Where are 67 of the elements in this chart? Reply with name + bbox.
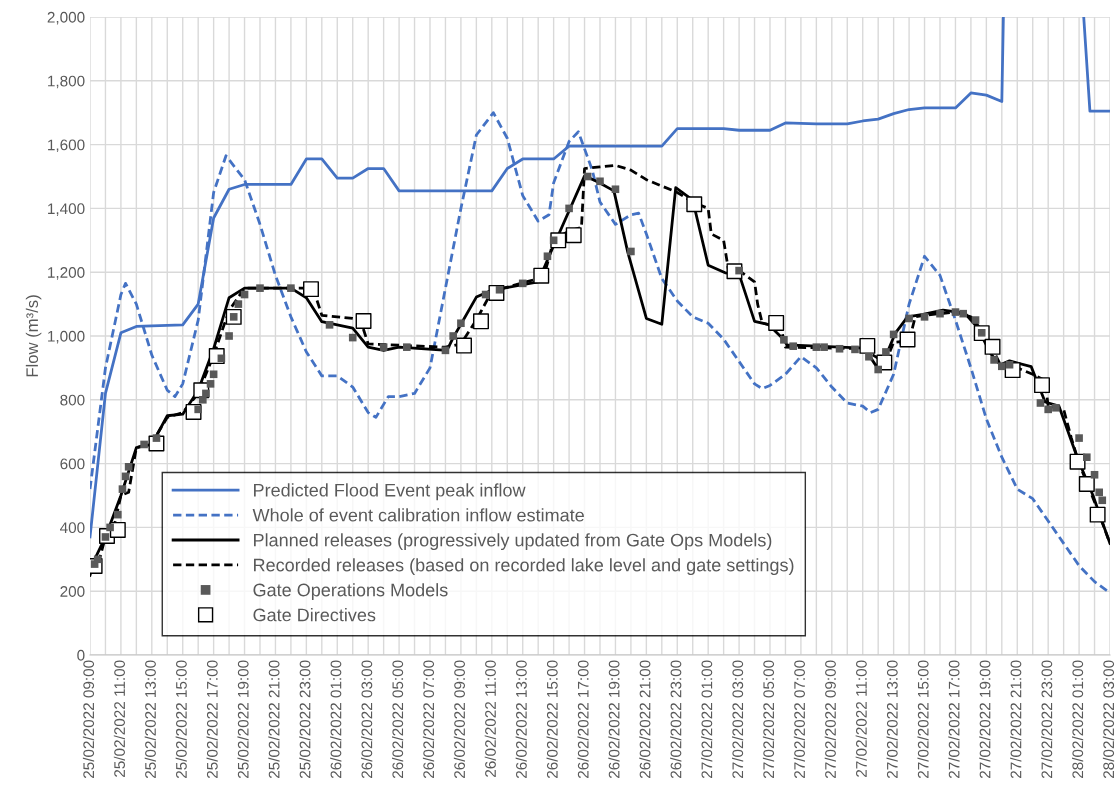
y-tick-label: 2,000 <box>47 11 85 25</box>
x-tick-label: 25/02/2022 09:00 <box>82 660 95 779</box>
point <box>899 331 916 348</box>
point <box>456 337 472 354</box>
x-tick-label: 27/02/2022 23:00 <box>1041 660 1053 779</box>
x-tick-label: 26/02/2022 01:00 <box>330 660 342 779</box>
point <box>355 313 372 329</box>
point <box>303 281 319 298</box>
x-tick-label: 27/02/2022 03:00 <box>731 660 744 779</box>
x-tick-label: 25/02/2022 11:00 <box>113 660 126 777</box>
y-axis-title: Flow (m³/s) <box>25 295 42 377</box>
point <box>1089 506 1106 523</box>
x-tick-label: 25/02/2022 17:00 <box>206 660 218 779</box>
y-tick-label: 400 <box>60 522 85 534</box>
legend-label: Planned releases (progressively updated from Gate Ops Models) <box>254 533 772 551</box>
y-tick-label: 1,000 <box>48 330 85 344</box>
x-tick-label: 27/02/2022 17:00 <box>948 660 960 779</box>
point <box>533 267 550 284</box>
y-tick-label: 200 <box>60 586 85 597</box>
y-tick-label: 600 <box>60 458 85 470</box>
x-tick-label: 26/02/2022 07:00 <box>422 660 435 779</box>
x-tick-label: 26/02/2022 05:00 <box>391 660 404 779</box>
y-tick-label: 1,600 <box>48 139 85 153</box>
x-tick-label: 26/02/2022 09:00 <box>453 660 466 779</box>
point <box>984 338 1001 355</box>
point <box>1069 453 1086 470</box>
x-tick-label: 26/02/2022 11:00 <box>484 660 496 777</box>
x-tick-label: 27/02/2022 01:00 <box>701 660 713 779</box>
x-tick-label: 26/02/2022 15:00 <box>546 660 558 779</box>
x-tick-label: 25/02/2022 13:00 <box>144 660 156 779</box>
x-tick-label: 28/02/2022 01:00 <box>1071 660 1084 779</box>
x-tick-label: 25/02/2022 19:00 <box>237 660 249 779</box>
x-tick-label: 27/02/2022 15:00 <box>917 660 929 779</box>
x-tick-label: 27/02/2022 13:00 <box>886 660 898 779</box>
x-tick-label: 28/02/2022 03:00 <box>1102 660 1115 779</box>
x-tick-label: 27/02/2022 07:00 <box>793 660 806 779</box>
x-tick-label: 26/02/2022 19:00 <box>608 660 620 779</box>
x-tick-label: 27/02/2022 19:00 <box>979 660 991 779</box>
legend-label: Predicted Flood Event peak inflow <box>254 483 526 501</box>
x-tick-label: 27/02/2022 21:00 <box>1010 660 1022 779</box>
y-tick-label: 800 <box>60 394 85 406</box>
x-tick-label: 26/02/2022 21:00 <box>639 660 651 779</box>
legend-label: Gate Operations Models <box>253 583 448 600</box>
point <box>859 337 876 354</box>
y-tick-label: 0 <box>77 649 85 661</box>
x-tick-label: 26/02/2022 23:00 <box>670 660 682 779</box>
x-tick-label: 27/02/2022 09:00 <box>824 660 836 779</box>
point <box>473 313 489 330</box>
point <box>565 227 582 244</box>
x-tick-label: 25/02/2022 21:00 <box>268 660 280 779</box>
point <box>1078 476 1095 492</box>
x-tick-label: 25/02/2022 15:00 <box>175 660 187 779</box>
x-tick-label: 27/02/2022 11:00 <box>855 660 867 777</box>
y-tick-label: 1,200 <box>48 267 85 280</box>
point <box>768 314 785 331</box>
x-tick-label: 25/02/2022 23:00 <box>299 660 311 779</box>
x-tick-label: 27/02/2022 05:00 <box>762 660 775 779</box>
point <box>1034 377 1050 394</box>
legend-label: Whole of event calibration inflow estimate <box>252 508 584 522</box>
legend-label: Gate Directives <box>253 608 376 622</box>
x-tick-label: 26/02/2022 13:00 <box>515 660 527 779</box>
x-tick-label: 26/02/2022 03:00 <box>361 660 373 779</box>
x-tick-label: 26/02/2022 17:00 <box>577 660 589 779</box>
legend-label: Recorded releases (based on recorded lake level and gate settings) <box>254 558 794 576</box>
y-tick-label: 1,400 <box>48 203 85 216</box>
point <box>686 196 703 213</box>
y-tick-label: 1,800 <box>48 75 85 89</box>
